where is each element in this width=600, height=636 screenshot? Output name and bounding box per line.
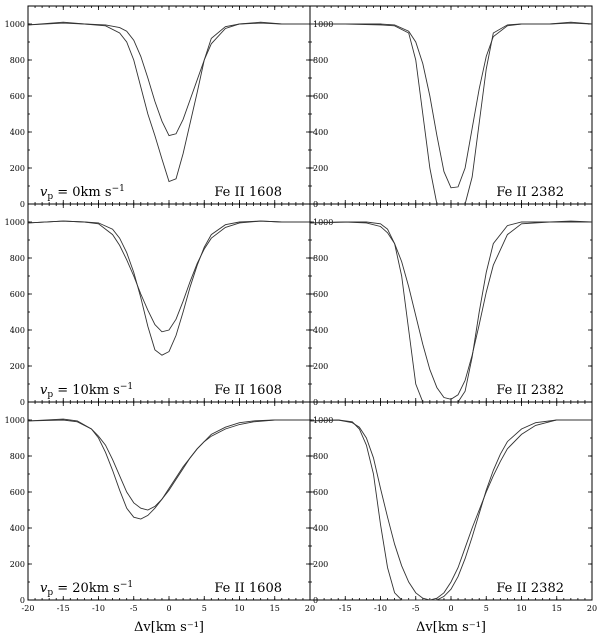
x-axis-title: Δv[km s⁻¹]: [134, 620, 204, 635]
y-tick-label: 200: [313, 362, 328, 371]
y-tick-label: 200: [10, 560, 25, 569]
y-tick-label: 200: [10, 164, 25, 173]
series-line-1: [27, 418, 310, 520]
line-label: Fe II 2382: [496, 581, 564, 596]
y-tick-label: 800: [313, 452, 328, 461]
velocity-label: vp = 0km s−1: [40, 184, 125, 202]
panel-frame: [27, 203, 311, 403]
x-tick-label: -15: [57, 604, 70, 613]
x-tick-label: 10: [234, 604, 244, 613]
y-tick-label: 600: [313, 92, 328, 101]
panel-frame: [309, 401, 593, 601]
x-tick-label: -10: [374, 604, 387, 613]
x-tick-label: -10: [92, 604, 105, 613]
line-label: Fe II 1608: [214, 185, 282, 200]
series-line-1: [309, 221, 592, 403]
y-tick-label: 1000: [5, 416, 25, 425]
series-line-1: [310, 21, 593, 205]
y-tick-label: 400: [10, 524, 25, 533]
y-tick-label: 200: [10, 362, 25, 371]
velocity-label: vp = 20km s−1: [40, 580, 133, 598]
velocity-label: vp = 10km s−1: [40, 382, 133, 400]
y-tick-label: 400: [313, 326, 328, 335]
series-line-1: [309, 419, 592, 601]
series-line-2: [27, 21, 310, 137]
y-tick-label: 600: [10, 290, 25, 299]
x-tick-label: -5: [412, 604, 420, 613]
x-tick-label: -5: [130, 604, 138, 613]
series-line-2: [309, 419, 592, 601]
panel-frame: [27, 401, 311, 601]
x-tick-label: 15: [270, 604, 280, 613]
panel-frame: [27, 5, 311, 205]
panel-5: 0 200 400 600 800 1000 -20 -15 -10 -5 0 5 10 15 20 vp =…: [5, 401, 315, 613]
series-line-2: [27, 419, 310, 511]
series-line-1: [27, 21, 310, 183]
panel-frame: [309, 203, 593, 403]
y-tick-label: 200: [313, 164, 328, 173]
y-tick-label: 0: [20, 398, 25, 407]
y-tick-label: 400: [10, 326, 25, 335]
y-tick-label: 600: [10, 488, 25, 497]
y-tick-label: 800: [10, 254, 25, 263]
y-tick-label: 800: [10, 452, 25, 461]
y-tick-label: 800: [313, 56, 328, 65]
y-tick-label: 1000: [5, 20, 25, 29]
y-tick-label: 600: [313, 290, 328, 299]
x-tick-label: 5: [202, 604, 207, 613]
y-tick-label: 1000: [313, 20, 333, 29]
y-tick-label: 600: [313, 488, 328, 497]
y-tick-label: 200: [313, 560, 328, 569]
x-tick-label: 20: [305, 604, 315, 613]
series-line-2: [309, 220, 593, 400]
x-axis-titles: Δv[km s⁻¹] Δv[km s⁻¹]: [134, 620, 486, 635]
panel-1: 0 200 400 600 800 1000 vp = 0km s−1 Fe II 1608: [5, 5, 311, 209]
x-tick-label: -15: [339, 604, 352, 613]
line-label: Fe II 2382: [496, 383, 564, 398]
y-tick-label: 800: [10, 56, 25, 65]
y-tick-label: 0: [20, 200, 25, 209]
x-tick-label: 0: [448, 604, 453, 613]
panel-frame: [309, 5, 593, 205]
x-tick-label: 10: [516, 604, 526, 613]
line-label: Fe II 2382: [496, 185, 564, 200]
x-tick-label: 5: [484, 604, 489, 613]
y-tick-label: 1000: [5, 218, 25, 227]
y-tick-label: 400: [10, 128, 25, 137]
x-tick-label: 20: [587, 604, 597, 613]
line-label: Fe II 1608: [214, 383, 282, 398]
series-line-1: [27, 220, 310, 356]
x-tick-label: 0: [166, 604, 171, 613]
series-line-2: [27, 220, 310, 333]
x-axis-title: Δv[km s⁻¹]: [416, 620, 486, 635]
y-tick-label: 800: [313, 254, 328, 263]
panel-3: 0 200 400 600 800 1000 vp = 10km s−1 Fe II 1608: [5, 203, 311, 407]
y-tick-label: 400: [313, 524, 328, 533]
x-tick-label: -20: [22, 604, 35, 613]
y-tick-label: 0: [20, 596, 25, 605]
x-tick-label: 15: [552, 604, 562, 613]
y-tick-label: 600: [10, 92, 25, 101]
line-label: Fe II 1608: [214, 581, 282, 596]
series-line-2: [310, 22, 593, 189]
y-tick-label: 0: [313, 596, 318, 605]
y-tick-label: 400: [313, 128, 328, 137]
